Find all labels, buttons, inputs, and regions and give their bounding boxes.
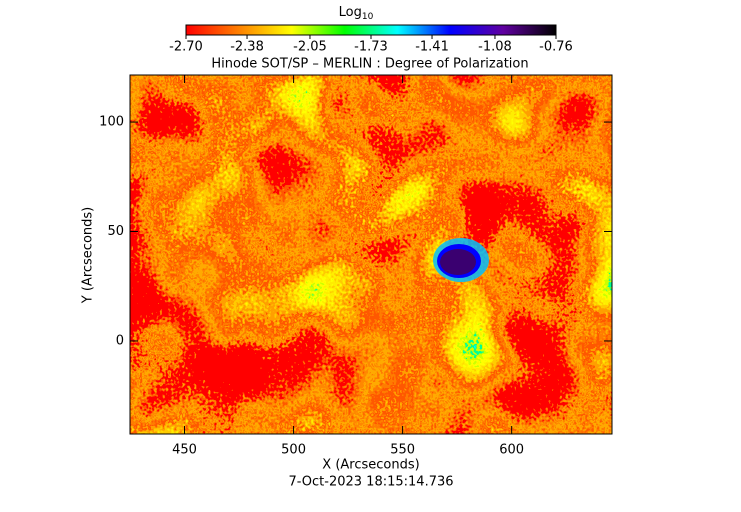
sunspot-umbra [440,249,476,275]
colorbar-tick-label: -2.70 [169,40,203,55]
colorbar-tick-label: -2.38 [230,40,264,55]
x-axis-label: X (Arcseconds) [322,458,419,473]
chart-title: Hinode SOT/SP – MERLIN : Degree of Polar… [211,57,528,72]
colorbar-tick-label: -0.76 [539,40,573,55]
colorbar-label: Log10 [339,5,374,22]
x-tick-label: 450 [172,443,197,458]
colorbar-tick-label: -1.73 [354,40,388,55]
x-tick-label: 600 [499,443,524,458]
colorbar-tick-label: -1.41 [415,40,449,55]
y-tick-label: 50 [107,224,124,239]
colorbar-tick-label: -1.08 [478,40,512,55]
colorbar [185,24,557,36]
polarization-map [130,75,612,434]
colorbar-tick-label: -2.05 [293,40,327,55]
y-axis-label: Y (Arcseconds) [81,207,96,304]
y-tick-label: 0 [116,333,124,348]
x-tick-label: 550 [390,443,415,458]
y-tick-label: 100 [99,115,124,130]
x-tick-label: 500 [281,443,306,458]
plot-frame [129,74,613,435]
footer: 7-Oct-2023 18:15:14.736 [288,475,453,490]
